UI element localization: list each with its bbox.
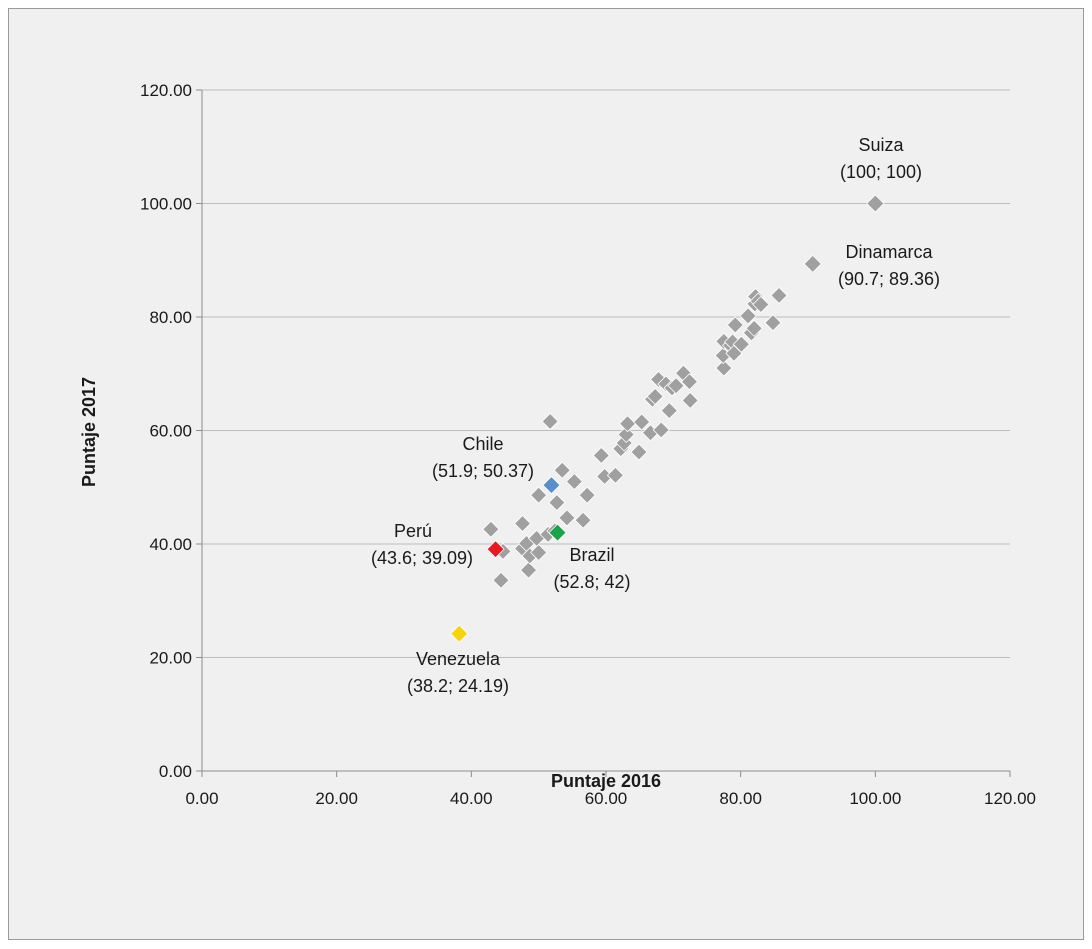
- chart-frame: 0.00 20.00 40.00 60.00 80.00 100.00 120.00 0.0…: [8, 8, 1084, 940]
- y-tick-label: 60.00: [149, 422, 192, 441]
- y-tick-label: 0.00: [159, 762, 192, 781]
- data-point: [617, 425, 635, 444]
- x-tick-label: 60.00: [585, 789, 628, 808]
- data-point: [530, 543, 548, 562]
- data-point-chile: [542, 476, 561, 495]
- x-tick-label: 40.00: [450, 789, 493, 808]
- y-tick-label: 120.00: [140, 81, 192, 100]
- data-point: [752, 295, 770, 314]
- data-point: [652, 421, 670, 439]
- data-point: [520, 561, 538, 579]
- data-point: [618, 415, 637, 433]
- data-point: [541, 412, 559, 430]
- y-tick-label: 80.00: [149, 308, 192, 327]
- data-point: [548, 494, 566, 512]
- x-tick-label: 120.00: [984, 789, 1036, 808]
- data-point: [745, 319, 763, 337]
- data-point: [681, 391, 699, 409]
- data-point-per: [486, 540, 505, 559]
- data-point: [630, 443, 648, 461]
- y-axis-title: Puntaje 2017: [79, 377, 99, 487]
- annotation-venezuela-value: (38.2; 24.19): [407, 676, 509, 696]
- point-annotations: Suiza (100; 100) Dinamarca (90.7; 89.36)…: [371, 135, 940, 696]
- x-axis-title: Puntaje 2016: [551, 771, 661, 791]
- data-point: [558, 509, 576, 527]
- data-point: [680, 373, 699, 391]
- annotation-dinamarca-name: Dinamarca: [845, 242, 933, 262]
- data-point-venezuela: [450, 624, 469, 643]
- data-point: [667, 377, 685, 395]
- data-point: [492, 571, 510, 589]
- x-axis-ticks: 0.00 20.00 40.00 60.00 80.00 100.00 120.00: [185, 771, 1036, 808]
- y-tick-label: 40.00: [149, 535, 192, 554]
- annotation-chile-value: (51.9; 50.37): [432, 461, 534, 481]
- annotation-suiza-name: Suiza: [858, 135, 904, 155]
- annotation-brazil-name: Brazil: [569, 545, 614, 565]
- data-point: [513, 515, 532, 533]
- annotation-suiza-value: (100; 100): [840, 162, 922, 182]
- data-point: [739, 307, 757, 325]
- x-tick-label: 100.00: [849, 789, 901, 808]
- data-point: [726, 316, 744, 334]
- y-tick-label: 20.00: [149, 649, 192, 668]
- data-point: [770, 286, 788, 305]
- data-point: [553, 461, 571, 479]
- data-point: [715, 359, 733, 377]
- annotation-chile-name: Chile: [462, 434, 503, 454]
- x-tick-label: 80.00: [719, 789, 762, 808]
- highlighted-points: [450, 194, 885, 643]
- annotation-dinamarca-value: (90.7; 89.36): [838, 269, 940, 289]
- data-point: [565, 473, 583, 491]
- gridlines: [202, 89, 1010, 658]
- data-point: [482, 520, 500, 538]
- data-point: [732, 335, 750, 353]
- data-point-dinamarca: [803, 254, 822, 273]
- data-point: [633, 413, 651, 431]
- x-tick-label: 0.00: [185, 789, 218, 808]
- data-point: [660, 402, 678, 420]
- data-point: [578, 486, 596, 504]
- data-point: [574, 511, 592, 529]
- annotation-peru-value: (43.6; 39.09): [371, 548, 473, 568]
- data-point: [592, 446, 610, 465]
- x-tick-label: 20.00: [315, 789, 358, 808]
- data-point: [530, 486, 548, 504]
- scatter-chart: 0.00 20.00 40.00 60.00 80.00 100.00 120.00 0.0…: [79, 81, 1036, 808]
- annotation-peru-name: Perú: [394, 521, 432, 541]
- data-point: [606, 466, 624, 484]
- y-axis-ticks: 0.00 20.00 40.00 60.00 80.00 100.00 120.00: [140, 81, 202, 781]
- data-point-brazil: [548, 523, 567, 542]
- y-tick-label: 100.00: [140, 195, 192, 214]
- annotation-venezuela-name: Venezuela: [416, 649, 501, 669]
- annotation-brazil-value: (52.8; 42): [553, 572, 630, 592]
- data-point: [764, 314, 782, 332]
- data-point-suiza: [866, 194, 885, 213]
- data-point: [646, 387, 664, 406]
- data-points: [482, 286, 788, 589]
